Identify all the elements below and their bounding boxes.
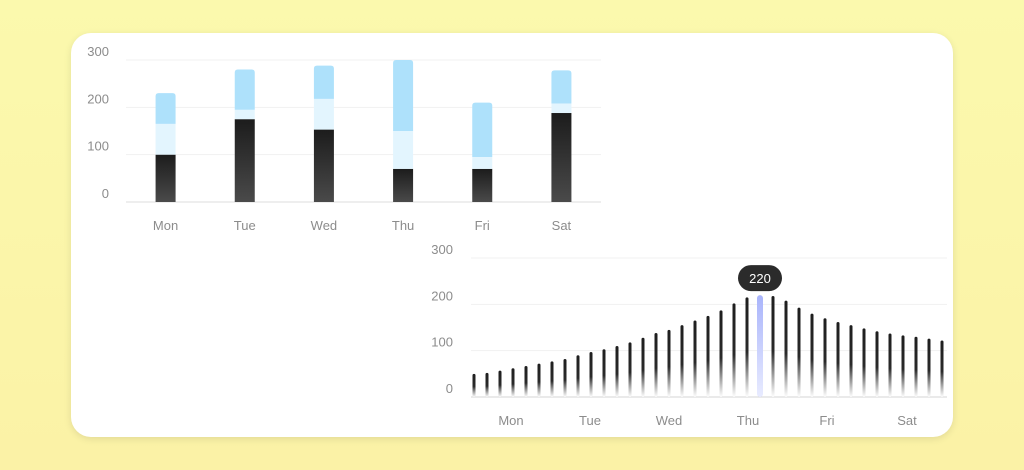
bar	[823, 318, 827, 397]
tooltip	[738, 265, 782, 292]
y-tick-label: 100	[87, 139, 109, 154]
bar	[511, 368, 515, 397]
bar	[784, 300, 788, 397]
x-tick-label: Wed	[311, 218, 338, 233]
bar-segment	[551, 70, 572, 104]
highlighted-bar	[757, 295, 763, 397]
bar-segment	[551, 113, 572, 202]
bar	[641, 337, 645, 397]
bar	[602, 349, 606, 397]
y-tick-label: 0	[446, 381, 453, 396]
bar	[771, 295, 775, 397]
bar	[875, 331, 879, 397]
bar	[797, 307, 801, 397]
bar-segment	[393, 131, 414, 169]
bar	[628, 342, 632, 397]
bar-segment	[393, 60, 414, 131]
x-tick-label: Tue	[579, 413, 601, 428]
bar	[940, 340, 944, 397]
y-tick-label: 200	[431, 288, 453, 303]
bar	[810, 313, 814, 397]
bar	[576, 355, 580, 397]
bar-segment	[313, 65, 334, 99]
bar-segment	[393, 168, 414, 202]
y-tick-label: 300	[431, 242, 453, 257]
bar	[537, 363, 541, 397]
bar-segment	[155, 123, 176, 155]
bar	[589, 352, 593, 397]
bar	[706, 315, 710, 397]
x-tick-label: Sat	[897, 413, 917, 428]
bar-segment	[472, 157, 493, 169]
x-tick-label: Mon	[498, 413, 523, 428]
bar	[901, 335, 905, 397]
bar-segment	[313, 98, 334, 130]
bar-segment	[155, 154, 176, 202]
bar-segment	[234, 69, 255, 110]
bar	[693, 320, 697, 397]
bar-segment	[551, 103, 572, 114]
x-tick-label: Sat	[552, 218, 572, 233]
x-tick-label: Mon	[153, 218, 178, 233]
daily-bar-chart: 0 100 200 300 220 Mon Tue Wed Thu Fri Sat	[431, 242, 947, 428]
x-tick-label: Fri	[819, 413, 834, 428]
bar-segment	[234, 119, 255, 202]
bar	[719, 310, 723, 397]
bar-segment	[155, 93, 176, 124]
y-tick-label: 300	[87, 44, 109, 59]
bar	[914, 336, 918, 397]
bar	[680, 325, 684, 397]
bar	[732, 303, 736, 397]
bar-segment	[472, 102, 493, 158]
x-tick-label: Fri	[475, 218, 490, 233]
bar	[888, 333, 892, 397]
bar	[745, 297, 749, 397]
x-tick-label: Thu	[737, 413, 759, 428]
bar-segment	[313, 129, 334, 202]
y-tick-label: 0	[102, 186, 109, 201]
y-tick-label: 200	[87, 91, 109, 106]
bar	[667, 329, 671, 397]
bar	[472, 373, 476, 397]
x-tick-label: Thu	[392, 218, 414, 233]
bar	[550, 361, 554, 397]
x-tick-label: Wed	[656, 413, 683, 428]
bar	[563, 359, 567, 397]
y-tick-label: 100	[431, 335, 453, 350]
stacked-bar-chart: 0 100 200 300 Mon Tue Wed Thu Fri Sat	[87, 44, 601, 233]
bar	[862, 328, 866, 397]
bar	[836, 321, 840, 397]
bar-segment	[472, 168, 493, 202]
bar	[654, 333, 658, 397]
x-tick-label: Tue	[234, 218, 256, 233]
bar	[849, 325, 853, 397]
bar	[927, 338, 931, 397]
bar	[524, 365, 528, 397]
tooltip-value: 220	[749, 271, 771, 286]
bar-segment	[234, 109, 255, 120]
bar	[498, 370, 502, 397]
bar	[485, 372, 489, 397]
chart-card: 0 100 200 300 Mon Tue Wed Thu Fri Sat 0 100 200 300 2…	[71, 33, 953, 437]
bar	[615, 346, 619, 397]
